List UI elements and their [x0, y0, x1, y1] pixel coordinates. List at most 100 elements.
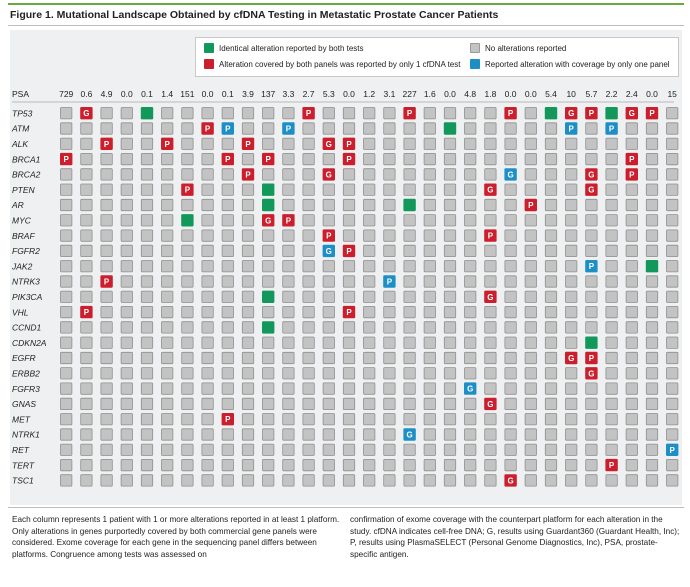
heatmap-cell-empty — [363, 214, 376, 227]
heatmap-cell-empty — [161, 229, 174, 242]
heatmap-cell-empty — [221, 458, 234, 472]
heatmap-cell-empty — [120, 351, 133, 365]
legend-swatch-green — [204, 43, 214, 53]
heatmap-cell-empty — [282, 260, 295, 273]
heatmap-cell-empty — [161, 413, 174, 426]
heatmap-cell-empty — [383, 214, 396, 227]
heatmap-cell-green — [605, 107, 618, 120]
heatmap-cell-label: G — [568, 354, 574, 363]
heatmap-cell-empty — [282, 428, 295, 441]
heatmap-cell-red — [181, 183, 194, 196]
heatmap-cell-empty — [322, 305, 335, 319]
heatmap-cell-empty — [544, 290, 558, 303]
heatmap-cell-empty — [666, 458, 679, 472]
heatmap-cell-empty — [100, 214, 113, 227]
heatmap-cell-empty — [262, 229, 275, 242]
gene-label: TSC1 — [12, 476, 34, 486]
heatmap-cell-empty — [302, 229, 315, 242]
heatmap-cell-empty — [322, 321, 335, 334]
heatmap-cell-empty — [423, 153, 436, 166]
heatmap-cell-empty — [140, 382, 154, 395]
heatmap-cell-empty — [302, 198, 315, 212]
heatmap-cell-empty — [201, 244, 214, 257]
heatmap-cell-empty — [585, 382, 598, 395]
heatmap-cell-empty — [100, 168, 113, 181]
heatmap-cell-empty — [544, 351, 558, 365]
heatmap-cell-empty — [282, 290, 295, 303]
heatmap-cell-empty — [201, 443, 214, 456]
legend-item-red: Alteration covered by both panels was re… — [204, 59, 460, 69]
heatmap-cell-empty — [443, 367, 457, 380]
heatmap-cell-empty — [625, 244, 638, 257]
heatmap-cell-empty — [544, 244, 558, 257]
heatmap-cell-empty — [383, 413, 396, 426]
heatmap-cell-empty — [625, 336, 638, 349]
heatmap-cell-empty — [565, 397, 578, 411]
heatmap-cell-empty — [403, 367, 416, 380]
heatmap-cell-empty — [100, 428, 113, 441]
heatmap-cell-empty — [423, 260, 436, 273]
heatmap-cell-label: G — [588, 170, 594, 179]
gene-label: RET — [12, 445, 30, 455]
heatmap-cell-empty — [302, 260, 315, 273]
heatmap-cell-empty — [282, 443, 295, 456]
heatmap-cell-empty — [80, 275, 93, 288]
heatmap-cell-empty — [181, 168, 194, 181]
heatmap-cell-empty — [161, 428, 174, 441]
gene-label: ALK — [11, 139, 28, 149]
heatmap-cell-empty — [100, 260, 113, 273]
heatmap-cell-label: P — [488, 232, 494, 241]
heatmap-cell-green — [262, 290, 275, 303]
heatmap-cell-empty — [221, 474, 234, 487]
heatmap-cell-empty — [403, 443, 416, 456]
heatmap-cell-empty — [383, 122, 396, 135]
heatmap-cell-empty — [423, 428, 436, 441]
heatmap-cell-empty — [403, 397, 416, 411]
heatmap-cell-empty — [585, 397, 598, 411]
heatmap-cell-empty — [544, 382, 558, 395]
heatmap-cell-empty — [80, 458, 93, 472]
gene-label: EGFR — [12, 353, 36, 363]
heatmap-cell-empty — [585, 428, 598, 441]
heatmap-cell-empty — [363, 351, 376, 365]
heatmap-cell-empty — [120, 122, 133, 135]
heatmap-cell-empty — [140, 336, 154, 349]
heatmap-cell-label: P — [225, 155, 231, 164]
heatmap-cell-empty — [201, 413, 214, 426]
heatmap-cell-empty — [60, 397, 73, 411]
heatmap-cell-empty — [60, 305, 73, 319]
heatmap-cell-empty — [181, 229, 194, 242]
heatmap-cell-empty — [60, 367, 73, 380]
heatmap-cell-empty — [282, 107, 295, 120]
heatmap-cell-empty — [625, 229, 638, 242]
heatmap-cell-green — [262, 198, 275, 212]
heatmap-cell-empty — [443, 305, 457, 319]
heatmap-cell-empty — [565, 305, 578, 319]
heatmap-cell-empty — [484, 260, 497, 273]
heatmap-cell-empty — [625, 183, 638, 196]
heatmap-cell-red — [322, 229, 335, 242]
heatmap-cell-empty — [443, 443, 457, 456]
heatmap-cell-empty — [181, 137, 194, 150]
heatmap-cell-label: P — [387, 278, 393, 287]
heatmap-cell-empty — [201, 367, 214, 380]
heatmap-cell-label: P — [326, 232, 332, 241]
heatmap-cell-empty — [363, 198, 376, 212]
heatmap-cell-empty — [161, 153, 174, 166]
heatmap-cell-empty — [565, 137, 578, 150]
heatmap-cell-empty — [464, 260, 477, 273]
gene-label: FGFR3 — [12, 384, 40, 394]
heatmap-cell-empty — [262, 397, 275, 411]
heatmap-cell-empty — [363, 336, 376, 349]
heatmap-cell-empty — [464, 458, 477, 472]
heatmap-cell-empty — [302, 443, 315, 456]
legend-swatch-blue — [470, 59, 480, 69]
heatmap-cell-label: G — [568, 109, 574, 118]
heatmap-cell-empty — [60, 244, 73, 257]
heatmap-cell-empty — [484, 443, 497, 456]
psa-value: 3.1 — [383, 89, 395, 99]
gene-label: NTRK3 — [12, 277, 40, 287]
psa-value: 1.8 — [484, 89, 496, 99]
heatmap-cell-empty — [625, 214, 638, 227]
heatmap-cell-empty — [221, 428, 234, 441]
